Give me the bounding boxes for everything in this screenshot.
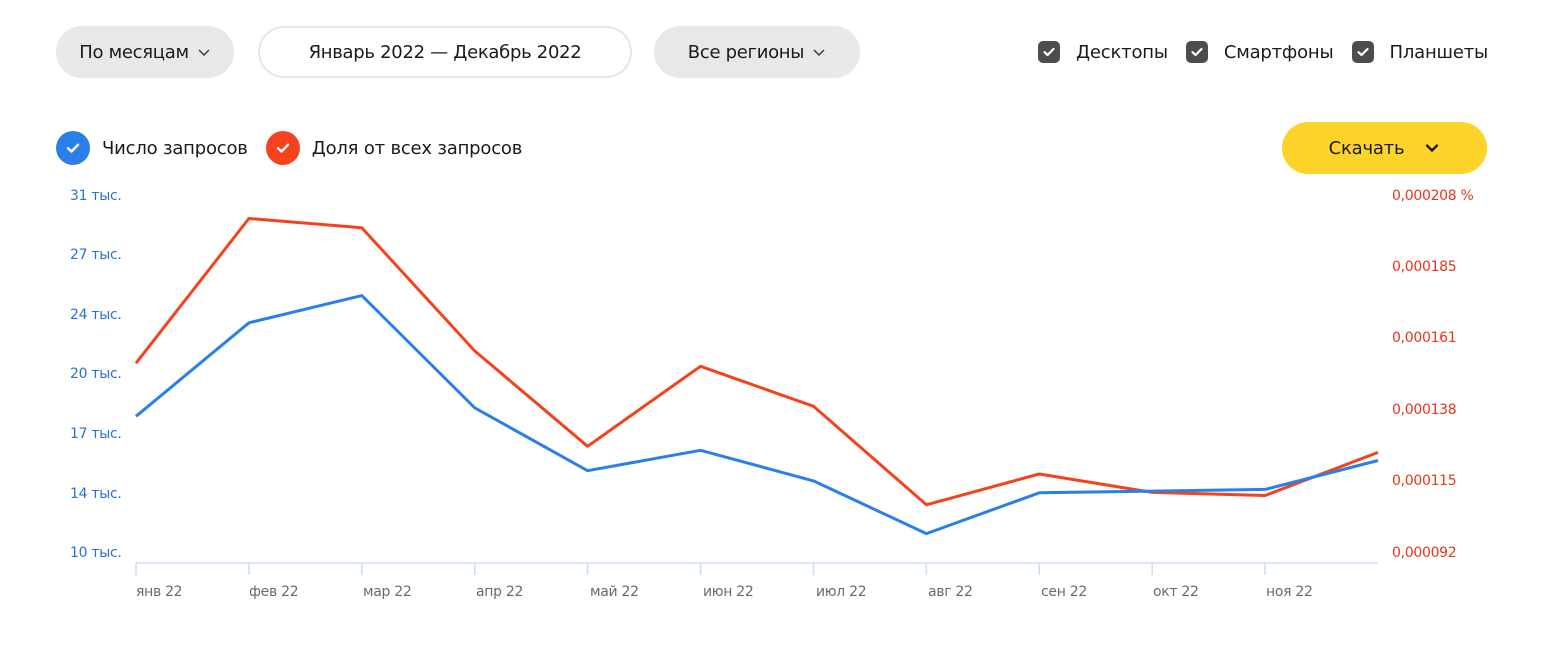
date-range-label: Январь 2022 — Декабрь 2022 <box>308 41 582 63</box>
chevron-down-icon <box>198 49 210 56</box>
x-tick: окт 22 <box>1153 584 1199 600</box>
x-tick: апр 22 <box>476 584 524 600</box>
legend-toggle-request-count[interactable]: Число запросов <box>56 131 248 165</box>
checkbox-checked-icon[interactable] <box>1185 41 1208 63</box>
download-button[interactable]: Скачать <box>1282 122 1487 174</box>
toolbar: По месяцам Январь 2022 — Декабрь 2022 Вс… <box>56 26 1488 78</box>
y-left-tick: 27 тыс. <box>70 247 122 263</box>
y-right-tick: 0,000138 <box>1392 402 1457 418</box>
date-range-picker[interactable]: Январь 2022 — Декабрь 2022 <box>258 26 632 78</box>
device-label: Планшеты <box>1389 41 1489 63</box>
device-label: Десктопы <box>1076 41 1168 63</box>
x-tick: июл 22 <box>816 584 867 600</box>
device-label: Смартфоны <box>1223 41 1334 63</box>
x-tick: ноя 22 <box>1266 584 1313 600</box>
device-filters: Десктопы Смартфоны Планшеты <box>1038 26 1488 78</box>
regions-dropdown[interactable]: Все регионы <box>654 26 860 78</box>
y-left-tick: 31 тыс. <box>70 188 122 204</box>
device-checkbox-desktops[interactable]: Десктопы <box>1038 41 1168 63</box>
y-right-tick: 0,000092 <box>1392 545 1457 561</box>
legend-label: Число запросов <box>102 137 248 159</box>
x-tick: фев 22 <box>249 584 299 600</box>
period-dropdown[interactable]: По месяцам <box>56 26 234 78</box>
check-circle-icon[interactable] <box>265 131 300 165</box>
device-checkbox-tablets[interactable]: Планшеты <box>1351 41 1489 63</box>
x-tick: авг 22 <box>928 584 973 600</box>
period-label: По месяцам <box>79 41 189 63</box>
checkbox-checked-icon[interactable] <box>1351 41 1374 63</box>
checkbox-checked-icon[interactable] <box>1038 41 1061 63</box>
y-left-tick: 10 тыс. <box>70 545 122 561</box>
y-left-tick: 24 тыс. <box>70 307 122 323</box>
check-circle-icon[interactable] <box>56 131 90 165</box>
chart-legend: Число запросов Доля от всех запросов <box>56 131 522 165</box>
series-line-share <box>134 217 1379 507</box>
y-right-tick: 0,000185 <box>1392 259 1457 275</box>
y-left-tick: 14 тыс. <box>70 486 122 502</box>
series-line-count <box>135 294 1379 536</box>
legend-toggle-share[interactable]: Доля от всех запросов <box>265 131 523 165</box>
chevron-down-icon <box>1426 144 1439 152</box>
x-tick: мар 22 <box>363 584 412 600</box>
y-left-tick: 20 тыс. <box>70 366 122 382</box>
x-tick: янв 22 <box>136 584 183 600</box>
x-axis <box>135 562 1378 575</box>
download-label: Скачать <box>1328 137 1405 159</box>
x-tick: июн 22 <box>703 584 754 600</box>
x-tick: май 22 <box>590 584 639 600</box>
legend-label: Доля от всех запросов <box>311 137 523 159</box>
device-checkbox-smartphones[interactable]: Смартфоны <box>1185 41 1334 63</box>
y-right-tick: 0,000115 <box>1392 473 1457 489</box>
regions-label: Все регионы <box>687 41 805 63</box>
chevron-down-icon <box>813 49 825 56</box>
y-right-tick: 0,000161 <box>1392 330 1457 346</box>
y-right-tick: 0,000208 % <box>1392 188 1474 204</box>
x-tick: сен 22 <box>1041 584 1087 600</box>
y-left-tick: 17 тыс. <box>70 426 122 442</box>
